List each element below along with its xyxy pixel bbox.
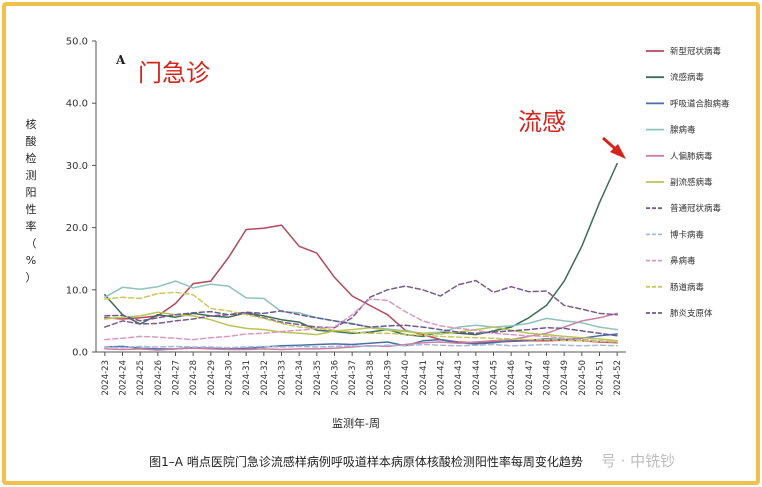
x-tick-label: 2024-44 — [472, 360, 482, 396]
series-line-9 — [104, 298, 618, 343]
legend-label-3: 呼吸道合胞病毒 — [670, 98, 730, 109]
x-tick-label: 2024-27 — [172, 360, 182, 396]
y-tick-label: 0.0 — [72, 348, 88, 359]
y-tick-label: 50.0 — [66, 37, 88, 48]
x-tick-label: 2024-47 — [525, 360, 535, 396]
x-tick-label: 2024-51 — [596, 360, 606, 396]
series-line-8 — [104, 343, 618, 349]
x-tick-label: 2024-29 — [207, 360, 217, 396]
x-tick-label: 2024-46 — [507, 360, 517, 396]
legend-label-2: 流感病毒 — [670, 72, 705, 83]
clinic-annotation: 门急诊 — [138, 59, 210, 87]
x-tick-label: 2024-49 — [560, 360, 570, 396]
x-tick-label: 2024-38 — [366, 360, 376, 396]
x-tick-label: 2024-37 — [348, 360, 358, 396]
x-tick-label: 2024-23 — [101, 360, 111, 396]
series-lines — [104, 162, 618, 351]
x-tick-label: 2024-45 — [490, 360, 500, 396]
legend-label-10: 肠道病毒 — [670, 282, 705, 293]
legend-label-5: 人偏肺病毒 — [670, 151, 713, 162]
y-tick-label: 10.0 — [66, 285, 88, 296]
x-tick-label: 2024-52 — [613, 360, 623, 396]
x-tick-label: 2024-48 — [543, 360, 553, 396]
axes: 0.0 10.0 20.0 30.0 40.0 50.0 2024-23 2024-24 202… — [66, 37, 626, 396]
legend-label-1: 新型冠状病毒 — [670, 46, 722, 57]
legend-label-7: 普通冠状病毒 — [670, 203, 722, 214]
x-tick-label: 2024-30 — [225, 360, 235, 396]
y-axis-title: 核酸检测阳性率（%） — [26, 117, 37, 284]
x-tick-label: 2024-42 — [437, 360, 447, 396]
series-line-10 — [104, 291, 618, 343]
x-axis-title: 监测年-周 — [332, 416, 380, 430]
y-tick-label: 40.0 — [66, 99, 88, 110]
x-tick-label: 2024-31 — [242, 360, 252, 396]
x-tick-label: 2024-35 — [313, 360, 323, 396]
x-tick-label: 2024-28 — [189, 360, 199, 396]
x-tick-label: 2024-33 — [278, 360, 288, 396]
series-line-11 — [104, 310, 618, 337]
x-tick-label: 2024-32 — [260, 360, 270, 396]
series-line-2 — [104, 162, 618, 338]
x-tick-label: 2024-50 — [578, 360, 588, 396]
flu-arrow-icon — [602, 136, 626, 159]
figure-caption: 图1–A 哨点医院门急诊流感样病例呼吸道样本病原体核酸检测阳性率每周变化趋势 — [149, 454, 583, 469]
panel-letter: A — [115, 53, 126, 67]
x-tick-label: 2024-24 — [119, 360, 129, 396]
x-tick-label: 2024-26 — [154, 360, 164, 396]
x-tick-label: 2024-25 — [136, 360, 146, 396]
x-tick-label: 2024-40 — [401, 360, 411, 396]
x-tick-label: 2024-41 — [419, 360, 429, 396]
y-tick-label: 30.0 — [66, 161, 88, 172]
x-tick-label: 2024-39 — [384, 360, 394, 396]
line-chart: 0.0 10.0 20.0 30.0 40.0 50.0 2024-23 2024-24 202… — [26, 37, 731, 471]
legend-label-9: 鼻病毒 — [670, 256, 696, 267]
flu-annotation: 流感 — [518, 108, 566, 136]
legend-label-4: 腺病毒 — [670, 125, 696, 136]
legend-label-6: 副流感病毒 — [670, 177, 713, 188]
y-tick-label: 20.0 — [66, 223, 88, 234]
x-tick-label: 2024-34 — [295, 360, 305, 396]
legend: 新型冠状病毒流感病毒呼吸道合胞病毒腺病毒人偏肺病毒副流感病毒普通冠状病毒博卡病毒… — [646, 46, 730, 319]
series-line-6 — [104, 311, 618, 342]
watermark: 号 · 中铣钞 — [601, 452, 675, 470]
legend-label-11: 肺炎支原体 — [670, 308, 713, 319]
x-tick-label: 2024-36 — [331, 360, 341, 396]
x-tick-label: 2024-43 — [454, 360, 464, 396]
legend-label-8: 博卡病毒 — [670, 229, 705, 240]
